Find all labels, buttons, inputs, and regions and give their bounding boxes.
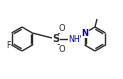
Text: N: N	[81, 29, 88, 38]
Text: S: S	[52, 34, 60, 44]
Text: NH: NH	[68, 35, 80, 44]
Text: O: O	[59, 45, 65, 54]
Text: O: O	[59, 24, 65, 33]
Text: F: F	[6, 41, 11, 50]
